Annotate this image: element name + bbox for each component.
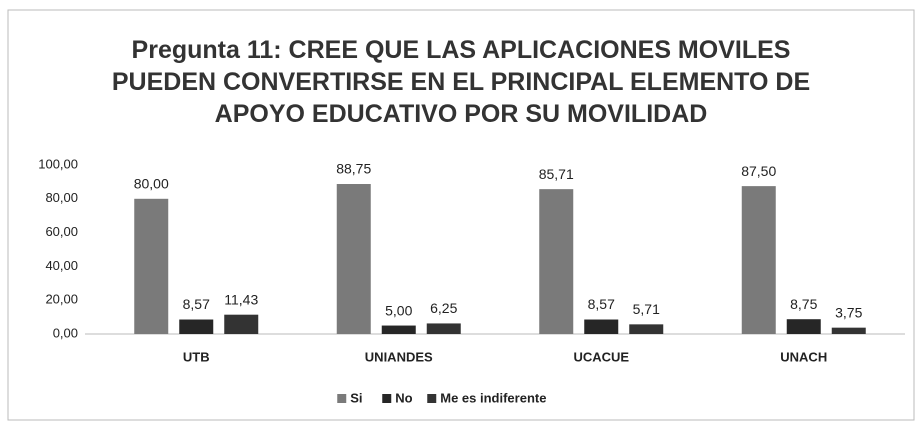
- chart-title: Pregunta 11: CREE QUE LAS APLICACIONES M…: [111, 36, 811, 128]
- value-label: 88,75: [336, 161, 371, 177]
- value-label: 11,43: [224, 291, 258, 307]
- legend-label: Me es indiferente: [440, 390, 546, 405]
- value-label: 85,71: [539, 166, 574, 182]
- y-tick-label: 80,00: [45, 190, 78, 205]
- x-tick-label: UNACH: [780, 349, 827, 364]
- y-tick-label: 40,00: [45, 258, 78, 273]
- bar: [831, 327, 866, 334]
- bar: [741, 186, 776, 334]
- y-tick-label: 0,00: [53, 325, 78, 340]
- value-label: 8,75: [790, 296, 817, 312]
- bar: [426, 323, 461, 334]
- bar: [134, 198, 169, 334]
- value-label: 3,75: [835, 304, 862, 320]
- value-label: 5,71: [633, 301, 660, 317]
- y-tick-label: 20,00: [45, 292, 78, 307]
- bar: [539, 189, 574, 334]
- bar: [629, 324, 664, 334]
- x-tick-label: UNIANDES: [365, 349, 433, 364]
- legend-label: No: [395, 390, 412, 405]
- value-label: 87,50: [741, 163, 776, 179]
- value-label: 5,00: [385, 302, 412, 318]
- value-label: 6,25: [430, 300, 457, 316]
- y-tick-label: 60,00: [45, 224, 78, 239]
- legend-swatch: [337, 394, 347, 403]
- bar: [179, 319, 214, 334]
- legend-swatch: [427, 394, 437, 403]
- bar: [224, 314, 259, 334]
- bar: [786, 319, 821, 334]
- x-tick-label: UTB: [183, 349, 210, 364]
- bar: [584, 319, 619, 334]
- legend-label: Si: [350, 390, 362, 405]
- legend-swatch: [382, 394, 392, 403]
- x-tick-label: UCACUE: [573, 349, 629, 364]
- bar: [381, 325, 416, 334]
- value-label: 8,57: [588, 296, 615, 312]
- value-label: 80,00: [134, 176, 169, 192]
- bar: [336, 184, 371, 334]
- chart-border: [7, 9, 915, 421]
- y-tick-label: 100,00: [38, 156, 78, 171]
- value-label: 8,57: [183, 296, 210, 312]
